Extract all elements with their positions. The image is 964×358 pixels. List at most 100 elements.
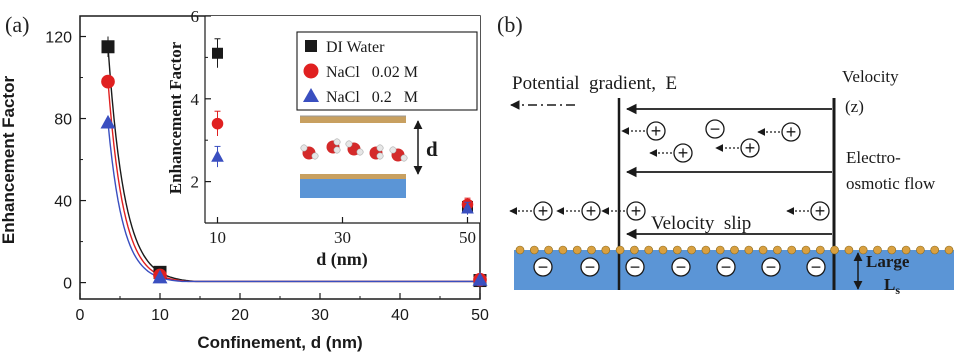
- surface-atom: [944, 245, 954, 255]
- inset-data-point: [461, 201, 474, 214]
- main-xlabel: Confinement, d (nm): [197, 333, 362, 352]
- surface-atom: [873, 245, 882, 255]
- main-data-point: [100, 114, 116, 129]
- main-ytick-label: 80: [54, 112, 72, 129]
- surface-atom: [773, 245, 782, 255]
- inset-xtick-label: 30: [334, 228, 351, 247]
- cation: +: [581, 201, 601, 221]
- panel-a-label: (a): [5, 12, 29, 37]
- main-axis-ticks: 0 10 20 30 40 50 0 40 80 120: [45, 30, 489, 324]
- svg-text:+: +: [538, 201, 549, 221]
- legend-triangle-marker: [303, 88, 319, 102]
- inset-ytick-label: 2: [191, 173, 200, 192]
- main-xtick-label: 20: [231, 307, 249, 324]
- water-molecule: [300, 144, 319, 160]
- anion: −: [705, 119, 725, 139]
- anion: −: [580, 257, 600, 277]
- surface-atom: [544, 245, 553, 255]
- legend-label-nacl-02: NaCl 0.2 M: [326, 89, 418, 106]
- cation: +: [673, 143, 693, 163]
- large-label: Large: [866, 252, 910, 271]
- cation: +: [810, 201, 830, 221]
- water-molecule: [369, 144, 384, 160]
- main-xtick-label: 10: [151, 307, 169, 324]
- surface-atom: [558, 245, 568, 255]
- panel-a: (a) 0 10 20 30 40 50 0 40 80 120 Enhancement Fact…: [0, 7, 489, 352]
- surface-atoms: [515, 245, 954, 255]
- surface-atom: [844, 245, 854, 255]
- surface-atom: [830, 245, 839, 255]
- inset-data-marks: [211, 38, 474, 215]
- surface-atom: [644, 245, 654, 255]
- surface-atom: [730, 245, 739, 255]
- inset-data-point: [212, 47, 223, 59]
- surface-atom: [916, 245, 925, 255]
- inset-data-point: [211, 150, 224, 162]
- legend-label-di-water: DI Water: [326, 39, 385, 56]
- cation: +: [646, 121, 666, 141]
- legend-square-marker: [305, 40, 317, 52]
- main-fit-curves: [107, 46, 480, 283]
- water-molecule: [326, 138, 341, 154]
- main-xtick-label: 50: [471, 307, 489, 324]
- velocity-slip-label: Velocity slip: [651, 213, 751, 234]
- svg-text:+: +: [586, 201, 597, 221]
- water-molecule: [389, 146, 408, 162]
- surface-atom: [701, 245, 711, 255]
- inset-xtick-label: 10: [209, 228, 226, 247]
- svg-text:−: −: [710, 119, 721, 139]
- anion: −: [671, 257, 691, 277]
- surface-atom: [930, 245, 940, 255]
- svg-text:+: +: [745, 138, 756, 158]
- bottom-wall-surface: [300, 174, 406, 179]
- inset-ylabel: Enhancement Factor: [166, 41, 185, 194]
- svg-text:+: +: [815, 201, 826, 221]
- main-data-point: [152, 269, 168, 284]
- potential-gradient-label: Potential gradient, E: [512, 73, 677, 94]
- inset-ytick-label: 6: [191, 7, 200, 26]
- ls-label: Ls: [884, 275, 900, 297]
- svg-text:+: +: [651, 121, 662, 141]
- main-ytick-label: 0: [63, 276, 72, 293]
- electro-osmotic-label-1: Electro-: [846, 148, 901, 167]
- electro-osmotic-label-2: osmotic flow: [846, 174, 936, 193]
- anion: −: [533, 257, 553, 277]
- ions: + − + + + + + + + − − − − − − −: [509, 119, 830, 277]
- surface-atom: [658, 245, 668, 255]
- svg-text:−: −: [811, 257, 822, 277]
- cation: +: [740, 138, 760, 158]
- svg-text:−: −: [538, 257, 549, 277]
- d-label: d: [426, 137, 438, 161]
- main-data-point: [101, 74, 115, 89]
- main-xtick-label: 40: [391, 307, 409, 324]
- nanochannel-illustration: d: [300, 115, 438, 198]
- cation: +: [626, 201, 646, 221]
- top-wall: [300, 116, 406, 123]
- svg-text:−: −: [585, 257, 596, 277]
- surface-atom: [515, 245, 525, 255]
- surface-atom: [758, 245, 768, 255]
- inset-data-point: [211, 117, 224, 130]
- panel-b: (b) Potential gradient, E Velocity (z) E…: [497, 12, 954, 297]
- surface-atom: [744, 245, 754, 255]
- svg-text:−: −: [630, 257, 641, 277]
- surface-atom: [687, 245, 696, 255]
- surface-atom: [715, 245, 725, 255]
- surface-atom: [787, 245, 797, 255]
- inset-xtick-label: 50: [459, 228, 476, 247]
- cation: +: [781, 122, 801, 142]
- inset-ytick-label: 4: [191, 90, 200, 109]
- anion: −: [716, 257, 736, 277]
- anion: −: [761, 257, 781, 277]
- surface-atom: [815, 245, 825, 255]
- water-molecules: [300, 138, 408, 162]
- anion: −: [806, 257, 826, 277]
- surface-atom: [587, 245, 596, 255]
- main-data-marks: [100, 36, 488, 288]
- main-ytick-label: 120: [45, 30, 72, 47]
- cation: +: [533, 201, 553, 221]
- velocity-label: Velocity: [842, 67, 899, 86]
- svg-text:+: +: [678, 143, 689, 163]
- legend-circle-marker: [303, 63, 319, 79]
- panel-b-label: (b): [497, 12, 523, 37]
